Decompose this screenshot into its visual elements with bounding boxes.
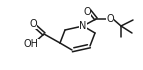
Text: O: O [29, 19, 37, 29]
Text: O: O [83, 7, 91, 17]
Text: N: N [79, 21, 87, 31]
Text: O: O [106, 14, 114, 24]
Text: OH: OH [23, 39, 38, 49]
